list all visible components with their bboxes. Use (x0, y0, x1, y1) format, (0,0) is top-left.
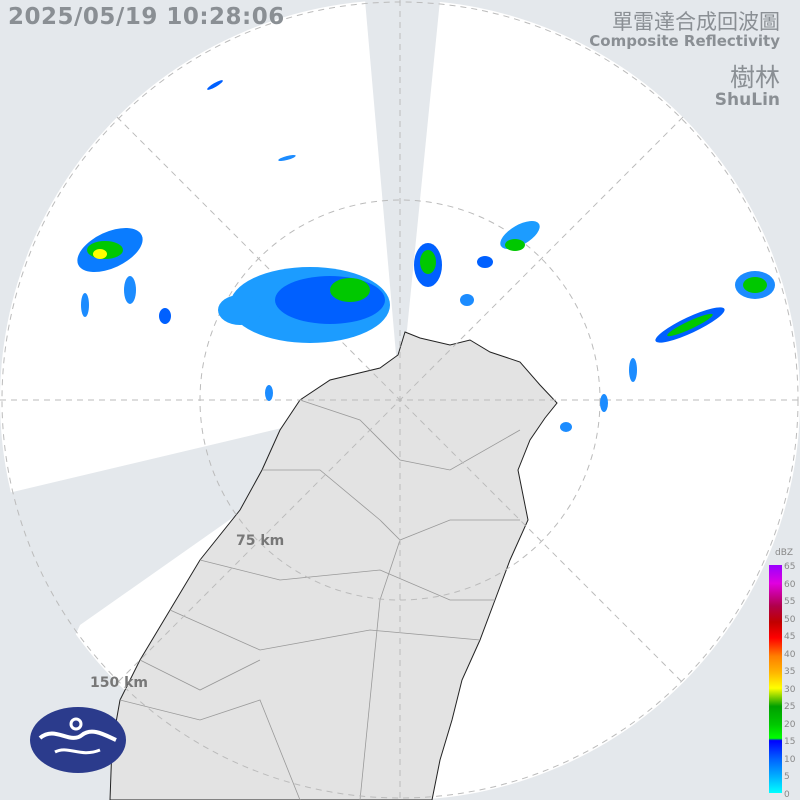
legend-tick: 35 (784, 667, 796, 677)
legend-tick: 25 (784, 702, 796, 712)
product-title-zh: 單雷達合成回波圖 (612, 10, 780, 34)
legend-tick: 30 (784, 684, 796, 695)
legend-tick: 15 (784, 737, 796, 747)
legend-color-bar (769, 565, 782, 793)
station-name-en: ShuLin (714, 90, 780, 110)
product-title-en: Composite Reflectivity (589, 32, 780, 50)
legend-tick: 65 (784, 562, 796, 572)
legend-tick: 20 (784, 719, 796, 730)
legend-tick: 60 (784, 579, 796, 590)
station-name-zh: 樹林 (729, 63, 780, 92)
legend-tick: 40 (784, 649, 796, 660)
county-borders (119, 399, 521, 800)
radar-echoes (77, 80, 775, 432)
timestamp: 2025/05/19 10:28:06 (8, 4, 285, 30)
range-label-150km: 150 km (90, 675, 148, 691)
legend-unit: dBZ (775, 548, 794, 558)
blocked-sector-north (365, 0, 440, 400)
legend-tick: 45 (784, 632, 796, 642)
taiwan-landmass (109, 331, 558, 800)
legend-tick: 0 (784, 789, 790, 800)
legend-tick: 5 (784, 772, 790, 782)
cwa-logo-icon (30, 707, 126, 773)
legend-tick: 55 (784, 597, 796, 607)
legend-tick: 10 (784, 754, 796, 765)
blocked-sector-southwest (0, 400, 400, 800)
range-label-75km: 75 km (236, 533, 285, 549)
legend-tick: 50 (784, 614, 796, 625)
